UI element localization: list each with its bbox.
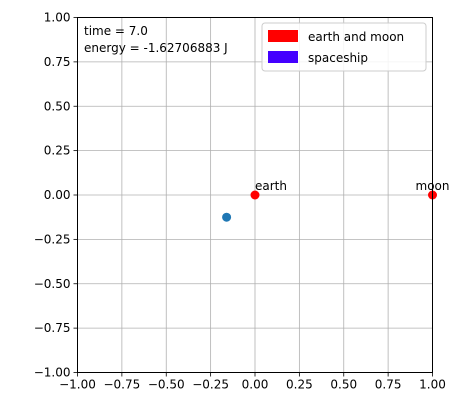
plot-frame	[77, 17, 433, 373]
x-tick-label: −0.75	[103, 378, 140, 392]
legend-swatch-spaceship	[268, 51, 298, 63]
y-tick-label: −0.75	[34, 321, 71, 335]
x-tick-label: 0.50	[330, 378, 357, 392]
time-annotation: time = 7.0	[84, 24, 148, 38]
y-tick-label: 0.25	[44, 144, 71, 158]
y-tick-label: 0.75	[44, 55, 71, 69]
y-tick-label: −0.25	[34, 232, 71, 246]
legend-swatch-earth-and-moon	[268, 30, 298, 42]
y-tick-label: 0.00	[44, 188, 71, 202]
y-tick-label: 0.50	[44, 99, 71, 113]
x-tick-label: −1.00	[59, 378, 96, 392]
legend: earth and moon spaceship	[261, 22, 427, 72]
point-labels: earth moon	[255, 179, 449, 193]
legend-label-earth-and-moon: earth and moon	[308, 30, 404, 44]
spaceship-point	[222, 212, 232, 222]
legend-box	[261, 22, 427, 72]
ticks: −1.00 −0.75 −0.50 −0.25 0.00 0.25 0.50 0.75 1.00…	[34, 11, 446, 392]
x-tick-label: −0.25	[192, 378, 229, 392]
earth-label: earth	[255, 179, 287, 193]
y-tick-label: −0.50	[34, 277, 71, 291]
x-tick-label: 0.00	[242, 378, 269, 392]
y-tick-label: 1.00	[44, 11, 71, 25]
earth-point	[250, 190, 260, 200]
y-tick-label: −1.00	[34, 366, 71, 380]
x-tick-label: 0.25	[286, 378, 313, 392]
x-tick-label: −0.50	[148, 378, 185, 392]
legend-label-spaceship: spaceship	[308, 51, 368, 65]
x-tick-label: 1.00	[419, 378, 446, 392]
data-points	[222, 190, 437, 222]
x-tick-label: 0.75	[375, 378, 402, 392]
energy-annotation: energy = -1.62706883 J	[84, 41, 228, 55]
